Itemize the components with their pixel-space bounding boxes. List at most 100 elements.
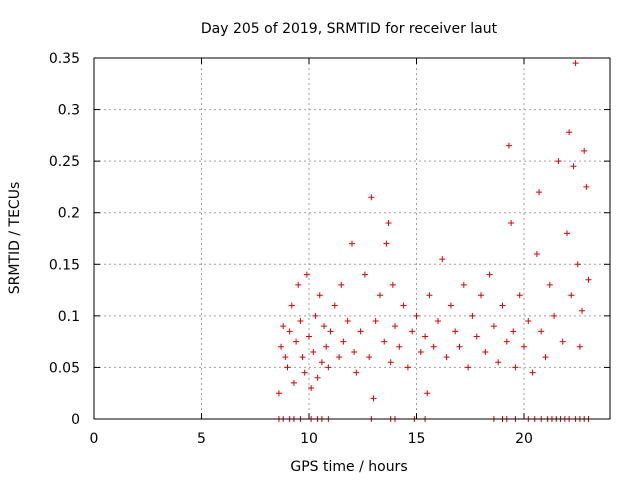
data-point	[404, 364, 411, 371]
data-point	[376, 292, 383, 299]
data-point	[426, 292, 433, 299]
data-point	[447, 302, 454, 309]
data-point	[583, 183, 590, 190]
data-point	[349, 240, 355, 247]
data-point	[303, 271, 310, 278]
data-point	[585, 276, 592, 283]
data-point	[413, 312, 420, 319]
data-point	[297, 318, 304, 325]
data-point	[321, 323, 328, 330]
data-point	[460, 281, 467, 288]
plot-frame	[93, 57, 611, 420]
y-tick-label: 0.2	[58, 206, 80, 222]
data-point	[564, 230, 570, 237]
data-point	[435, 318, 441, 325]
data-point	[387, 359, 394, 366]
data-point	[316, 292, 323, 299]
data-point	[503, 338, 510, 345]
data-point	[516, 292, 523, 299]
data-point	[275, 390, 282, 397]
data-point	[336, 354, 343, 361]
data-point	[495, 359, 502, 366]
ticks-layer: 0 5 10 15 20 0 0.05 0.1 0.15 0.2 0.25 0.3 0.35	[49, 51, 610, 447]
y-axis-label: SRMTID / TECUs	[7, 182, 23, 295]
data-point	[312, 312, 319, 319]
data-point	[389, 281, 396, 288]
data-point	[473, 333, 480, 340]
data-point	[566, 129, 573, 136]
data-point	[278, 343, 285, 350]
data-point	[286, 328, 293, 335]
data-point	[366, 354, 373, 361]
chart-title: Day 205 of 2019, SRMTID for receiver lau…	[201, 21, 498, 37]
y-tick-label: 0.25	[49, 154, 80, 170]
data-point	[443, 354, 450, 361]
data-point	[456, 343, 463, 350]
data-point	[574, 261, 581, 268]
data-point	[340, 338, 347, 345]
data-point	[370, 395, 377, 402]
y-tick-label: 0.15	[49, 257, 80, 273]
data-point	[282, 354, 289, 361]
data-point	[383, 240, 390, 247]
x-tick-label: 10	[300, 431, 318, 447]
data-point	[325, 364, 332, 371]
data-point	[396, 343, 403, 350]
data-point	[284, 364, 291, 371]
data-point	[555, 158, 562, 165]
data-point	[353, 369, 360, 376]
y-tick-label: 0.1	[58, 309, 80, 325]
data-point	[570, 163, 577, 170]
data-point	[381, 338, 388, 345]
data-point	[581, 147, 588, 154]
y-tick-label: 0.3	[58, 103, 80, 119]
data-point	[327, 328, 334, 335]
data-point	[465, 364, 472, 371]
data-point	[512, 364, 519, 371]
data-point	[559, 338, 566, 345]
x-tick-label: 15	[408, 431, 426, 447]
x-axis-label: GPS time / hours	[290, 459, 407, 475]
data-point	[314, 374, 321, 381]
data-point	[372, 318, 379, 325]
data-point	[299, 354, 306, 361]
data-point	[430, 343, 437, 350]
data-point	[331, 302, 338, 309]
data-point	[525, 318, 532, 325]
data-point	[290, 379, 297, 386]
data-point	[542, 354, 549, 361]
data-point	[385, 220, 392, 227]
data-point	[417, 348, 424, 355]
data-point	[344, 318, 351, 325]
data-point	[310, 348, 317, 355]
data-point	[301, 369, 308, 376]
y-tick-label: 0	[71, 412, 80, 428]
data-point	[306, 333, 312, 340]
data-point	[357, 328, 364, 335]
y-tick-label: 0.05	[49, 360, 80, 376]
data-points	[275, 60, 592, 422]
data-point	[293, 338, 300, 345]
data-point	[482, 348, 489, 355]
x-tick-label: 0	[90, 431, 99, 447]
data-point	[323, 343, 330, 350]
data-point	[551, 312, 558, 319]
data-point	[576, 343, 583, 350]
data-point	[368, 194, 375, 201]
data-point	[280, 323, 287, 330]
data-point	[486, 271, 493, 278]
data-point	[400, 302, 407, 309]
data-point	[308, 385, 315, 392]
data-point	[568, 292, 575, 299]
data-point	[499, 302, 506, 309]
data-point	[521, 343, 527, 350]
data-point	[469, 312, 476, 319]
data-point	[572, 60, 579, 67]
data-point	[422, 333, 429, 340]
data-point	[505, 142, 512, 149]
data-point	[288, 302, 295, 309]
data-point	[318, 359, 325, 366]
data-point	[529, 369, 536, 376]
